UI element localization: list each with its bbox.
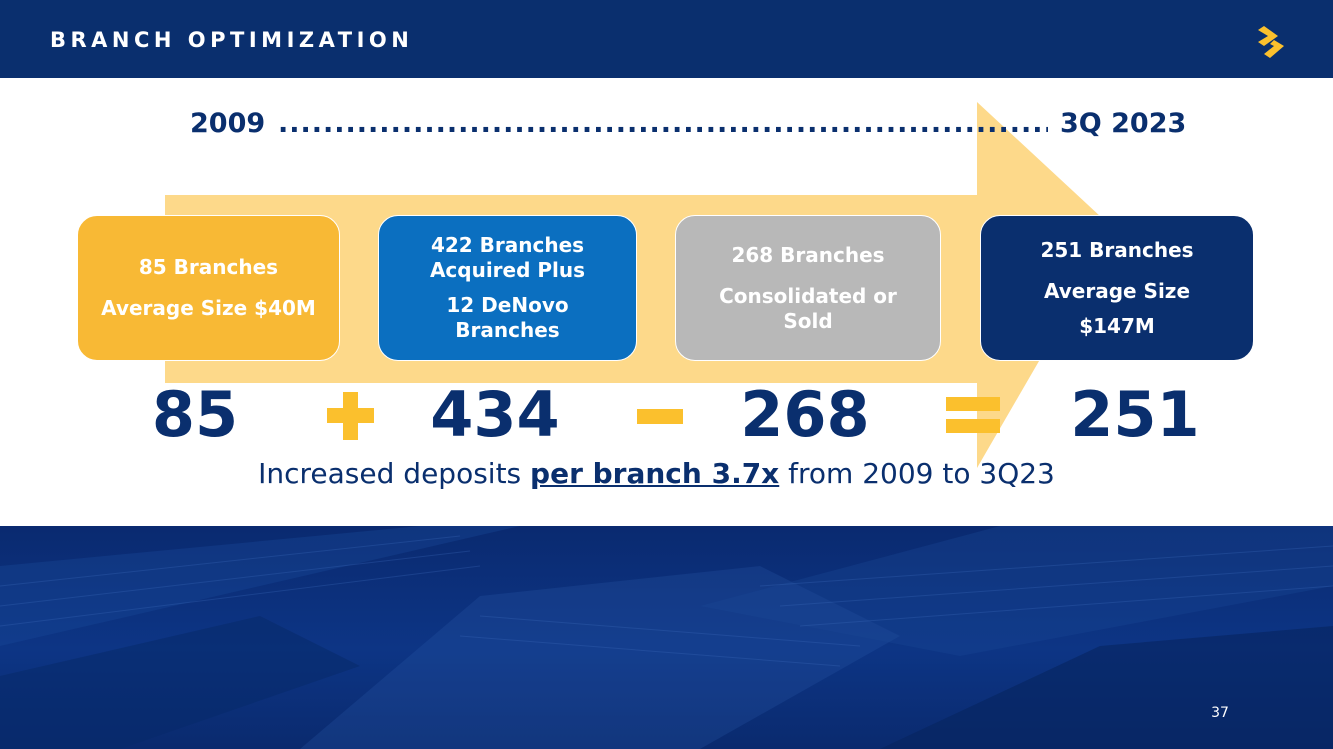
- box-line: Acquired Plus: [429, 258, 586, 282]
- equation-value-added: 434: [430, 378, 560, 451]
- box-line: Average Size: [1043, 278, 1191, 303]
- box-line: 268 Branches: [731, 242, 885, 267]
- page-number: 37: [1211, 705, 1229, 721]
- timeline-start: 2009: [190, 108, 266, 139]
- equation-value-result: 251: [1070, 378, 1200, 451]
- box-line: 422 Branches: [430, 233, 585, 257]
- box-line: Consolidated or: [719, 283, 897, 308]
- equation-value-removed: 268: [740, 378, 870, 451]
- header-bar: BRANCH OPTIMIZATION: [0, 0, 1333, 78]
- s-logo-icon: [1258, 26, 1284, 58]
- box-line: 85 Branches: [138, 255, 279, 279]
- plus-icon: [343, 392, 358, 440]
- buildings-graphic: [0, 526, 1333, 749]
- box-line: Average Size $40M: [101, 296, 316, 320]
- equals-icon: [946, 419, 1000, 433]
- caption: Increased deposits per branch 3.7x from …: [0, 457, 1313, 490]
- box-acquired-branches: 422 Branches Acquired Plus 12 DeNovo Bra…: [378, 215, 637, 361]
- slide-title: BRANCH OPTIMIZATION: [50, 28, 414, 52]
- box-line: Sold: [783, 308, 833, 333]
- timeline-labels: 2009 ...................................…: [190, 108, 1200, 144]
- footer-building-image: [0, 526, 1333, 749]
- caption-suffix: from 2009 to 3Q23: [779, 457, 1055, 490]
- box-line: 251 Branches: [1040, 237, 1194, 262]
- minus-icon: [637, 409, 683, 424]
- caption-prefix: Increased deposits: [258, 457, 531, 490]
- box-starting-branches: 85 Branches Average Size $40M: [77, 215, 340, 361]
- box-line: Branches: [455, 318, 560, 342]
- box-line: $147M: [1079, 313, 1155, 338]
- box-current-branches: 251 Branches Average Size $147M: [980, 215, 1254, 361]
- caption-emphasis: per branch 3.7x: [530, 457, 780, 490]
- timeline-end: 3Q 2023: [1060, 108, 1187, 139]
- timeline-dots: ........................................…: [278, 108, 1048, 139]
- box-line: 12 DeNovo: [446, 293, 569, 317]
- equation-value-start: 85: [151, 378, 239, 451]
- box-consolidated-branches: 268 Branches Consolidated or Sold: [675, 215, 941, 361]
- equals-icon: [946, 397, 1000, 411]
